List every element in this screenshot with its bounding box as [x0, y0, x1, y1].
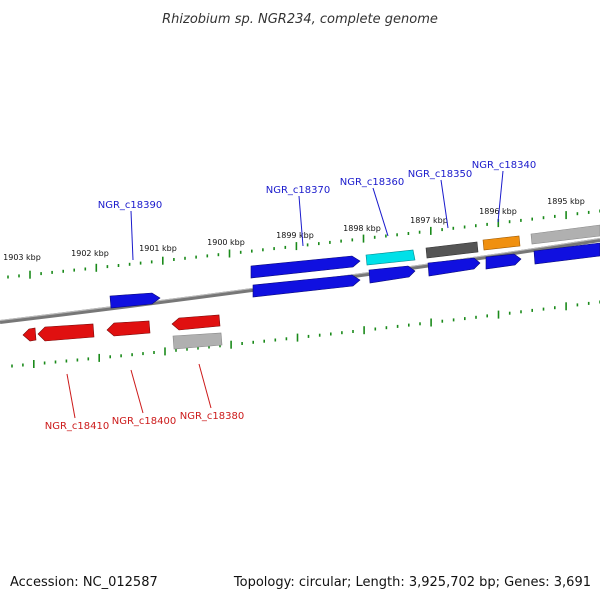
gene-arrow-forward[interactable] [427, 257, 481, 277]
gene-block-light-gray[interactable] [172, 332, 223, 350]
topology-text: Topology: circular; Length: 3,925,702 bp… [233, 575, 591, 590]
gene-arrow-reverse[interactable] [37, 323, 95, 342]
gene-arrow-forward[interactable] [533, 242, 600, 265]
gene-arrow-reverse[interactable] [106, 320, 151, 337]
gene-labels: NGR_c18390 NGR_c18370 NGR_c18360 NGR_c18… [45, 160, 537, 432]
gene-arrow-forward[interactable] [252, 274, 361, 298]
gene-label[interactable]: NGR_c18360 [340, 177, 405, 188]
gene-label[interactable]: NGR_c18370 [266, 185, 331, 196]
gene-features [22, 224, 600, 350]
ruler-label: 1902 kbp [71, 249, 109, 258]
ruler-label: 1903 kbp [3, 253, 41, 262]
gene-label[interactable]: NGR_c18400 [112, 416, 177, 427]
gene-label[interactable]: NGR_c18410 [45, 421, 110, 432]
ruler-label: 1901 kbp [139, 244, 177, 253]
gene-arrow-reverse[interactable] [171, 314, 221, 331]
ruler-label: 1896 kbp [479, 207, 517, 216]
gene-arrow-forward[interactable] [250, 255, 361, 279]
ruler-labels: 1903 kbp 1902 kbp 1901 kbp 1900 kbp 1899… [3, 197, 585, 262]
ruler-ticks-upper [7, 209, 600, 279]
label-leaders [66, 170, 504, 419]
gene-arrow-forward[interactable] [368, 265, 416, 284]
gene-block-cyan[interactable] [365, 249, 416, 266]
gene-label[interactable]: NGR_c18390 [98, 200, 163, 211]
accession-text: Accession: NC_012587 [10, 575, 158, 590]
gene-label[interactable]: NGR_c18380 [180, 411, 245, 422]
ruler-ticks-lower [11, 300, 600, 368]
gene-arrow-forward[interactable] [109, 292, 161, 309]
gene-arrow-forward[interactable] [485, 253, 522, 270]
ruler-label: 1900 kbp [207, 238, 245, 247]
gene-block-orange[interactable] [482, 235, 521, 251]
map-title: Rhizobium sp. NGR234, complete genome [162, 12, 438, 27]
gene-label[interactable]: NGR_c18340 [472, 160, 537, 171]
ruler-label: 1898 kbp [343, 224, 381, 233]
gene-block-dark-gray[interactable] [425, 241, 479, 259]
ruler-label: 1897 kbp [410, 216, 448, 225]
gene-label[interactable]: NGR_c18350 [408, 169, 473, 180]
ruler-label: 1899 kbp [276, 231, 314, 240]
gene-arrow-reverse[interactable] [22, 327, 37, 342]
ruler-label: 1895 kbp [547, 197, 585, 206]
gene-block-light-gray[interactable] [530, 224, 600, 245]
